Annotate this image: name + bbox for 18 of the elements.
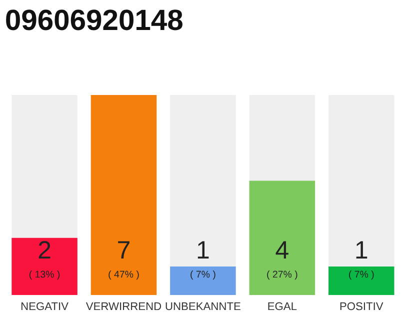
x-tick-label: POSITIV [340,302,384,310]
x-tick-label: UNBEKANNTE [166,302,240,310]
x-tick-label: EGAL [268,302,297,310]
data-label: 2 [38,241,50,259]
data-label: 7 [118,241,130,259]
annotation: ( 7% ) [349,270,374,280]
annotation: ( 13% ) [29,270,60,280]
bar [170,266,236,296]
chart-title: 09606920148 [6,10,182,30]
data-label: 1 [198,241,209,259]
data-label: 4 [276,241,288,259]
bar [328,266,394,296]
annotation: ( 47% ) [108,270,139,280]
data-label: 1 [356,241,368,259]
x-tick-label: NEGATIV [21,302,68,310]
annotation: ( 7% ) [190,270,216,280]
x-tick-label: VERWIRREND [86,302,162,310]
annotation: ( 27% ) [267,270,298,280]
